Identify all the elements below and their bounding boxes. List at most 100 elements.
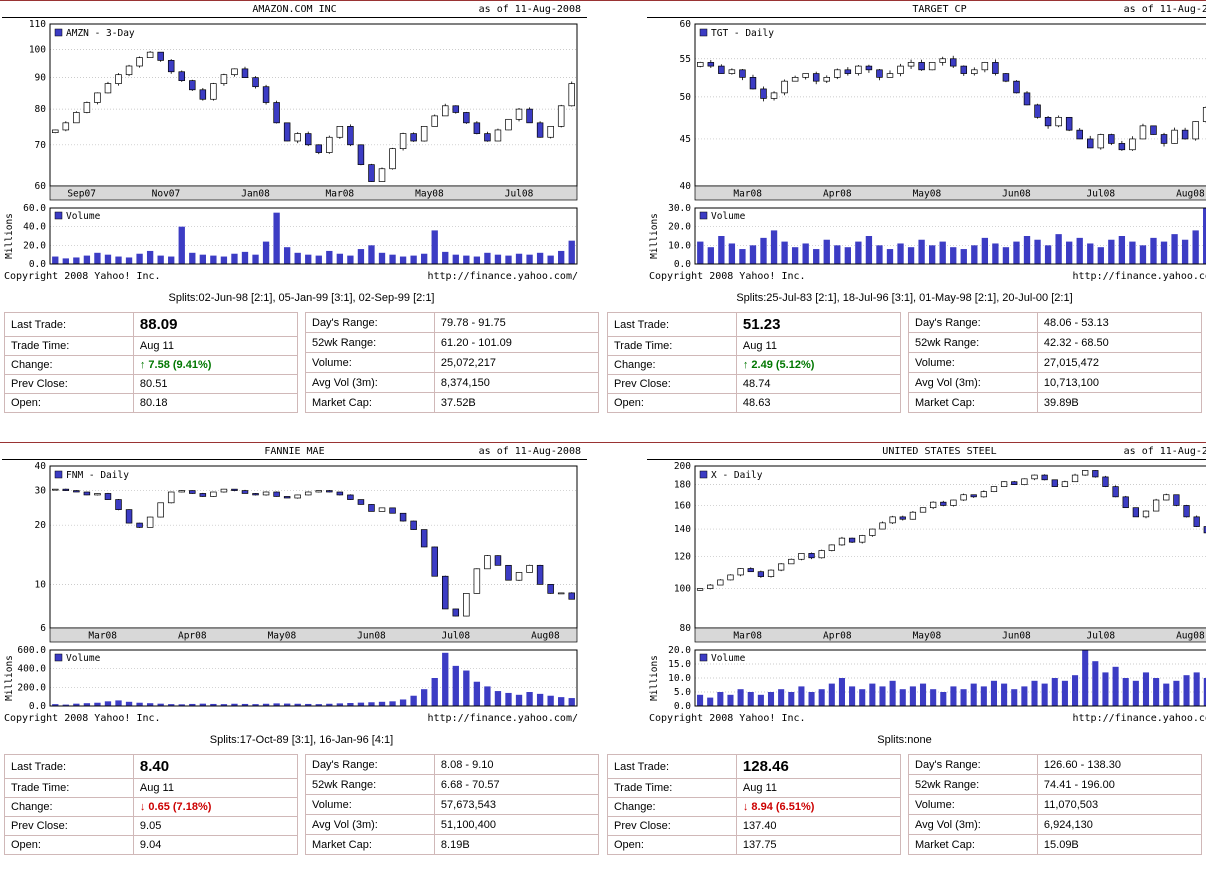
quote-row: 52wk Range: 74.41 - 196.00 <box>908 774 1203 795</box>
quote-label: Prev Close: <box>607 816 737 836</box>
quote-label: Market Cap: <box>305 392 435 413</box>
price-tick-label: 6 <box>40 623 46 634</box>
volume-bars <box>697 650 1206 706</box>
millions-axis-label: Millions <box>649 655 660 701</box>
quote-value: Aug 11 <box>132 336 299 356</box>
volume-tick-label: 0.0 <box>29 701 46 712</box>
volume-tick-label: 0.0 <box>674 701 691 712</box>
chart-source-url: http://finance.yahoo.com/ <box>427 713 578 724</box>
x-tick-label: Mar08 <box>88 631 117 642</box>
chart-title: TARGET CP <box>912 4 967 15</box>
stock-panel-fnm: FANNIE MAE as of 11-Aug-2008 40 30 20 10 6 FN… <box>0 443 603 884</box>
volume-plot-border <box>49 207 578 265</box>
quote-value: 61.20 - 101.09 <box>433 332 600 353</box>
volume-tick-label: 20.0 <box>668 645 691 656</box>
x-axis-band <box>49 185 578 201</box>
chart-as-of-date: as of 11-Aug-2008 <box>1123 4 1206 15</box>
up-arrow-icon: ↑ <box>742 359 749 371</box>
quote-value: 51.23 <box>735 312 902 337</box>
price-tick-label: 40 <box>680 181 692 192</box>
price-tick-label: 10 <box>35 579 47 590</box>
quote-label: Trade Time: <box>607 336 737 356</box>
volume-bars <box>697 208 1206 264</box>
quote-row: Trade Time: Aug 11 <box>4 336 299 356</box>
quote-value: 6,924,130 <box>1036 814 1203 835</box>
quote-row: Volume: 27,015,472 <box>908 352 1203 373</box>
quote-tables: Last Trade: 8.40 Trade Time: Aug 11 Change: ↓… <box>0 754 603 855</box>
splits-note: Splits:17-Oct-89 [3:1], 16-Jan-96 [4:1] <box>209 734 394 746</box>
volume-tick-label: 0.0 <box>29 259 46 270</box>
chart-image-x: UNITED STATES STEEL as of 11-Aug-2008 20… <box>603 443 1206 724</box>
quote-label: Change: <box>4 355 134 375</box>
quote-table-right: Day's Range: 48.06 - 53.13 52wk Range: 42.3… <box>908 312 1203 413</box>
chart-image-amzn: AMAZON.COM INC as of 11-Aug-2008 110 100 9… <box>0 1 603 282</box>
quote-label: Avg Vol (3m): <box>908 372 1038 393</box>
millions-axis-label: Millions <box>649 213 660 259</box>
quote-label: Avg Vol (3m): <box>305 814 435 835</box>
price-legend-label: TGT - Daily <box>711 28 774 39</box>
quote-label: Avg Vol (3m): <box>908 814 1038 835</box>
quote-row: Day's Range: 79.78 - 91.75 <box>305 312 600 333</box>
quote-value: 80.51 <box>132 374 299 394</box>
quote-table-left: Last Trade: 51.23 Trade Time: Aug 11 Change:… <box>607 312 902 413</box>
chart-copyright: Copyright 2008 Yahoo! Inc. <box>4 713 161 724</box>
stock-panel-amzn: AMAZON.COM INC as of 11-Aug-2008 110 100 9… <box>0 1 603 442</box>
quote-row: Prev Close: 80.51 <box>4 374 299 394</box>
quote-value: ↓ 8.94 (6.51%) <box>735 797 902 817</box>
quote-label: 52wk Range: <box>908 332 1038 353</box>
volume-bars <box>52 652 575 706</box>
quote-row: Prev Close: 137.40 <box>607 816 902 836</box>
price-legend-label: X - Daily <box>711 470 763 481</box>
x-tick-label: Apr08 <box>823 189 852 200</box>
quote-value: 42.32 - 68.50 <box>1036 332 1203 353</box>
x-tick-label: Mar08 <box>733 189 762 200</box>
quote-label: Last Trade: <box>4 754 134 779</box>
splits-note: Splits:02-Jun-98 [2:1], 05-Jan-99 [3:1],… <box>168 292 435 304</box>
up-arrow-icon: ↑ <box>139 359 146 371</box>
chart-footer: Copyright 2008 Yahoo! Inc. http://financ… <box>2 712 582 724</box>
quote-label: Change: <box>4 797 134 817</box>
quote-row: Market Cap: 15.09B <box>908 834 1203 855</box>
x-tick-label: Jun08 <box>357 631 386 642</box>
chart-footer: Copyright 2008 Yahoo! Inc. http://financ… <box>2 270 582 282</box>
quote-row: Day's Range: 126.60 - 138.30 <box>908 754 1203 775</box>
chart-footer: Copyright 2008 Yahoo! Inc. http://financ… <box>647 270 1206 282</box>
quote-value: 48.74 <box>735 374 902 394</box>
quote-label: Last Trade: <box>607 754 737 779</box>
quote-value: Aug 11 <box>132 778 299 798</box>
price-plot-border <box>49 23 578 187</box>
quote-row: Change: ↑ 2.49 (5.12%) <box>607 355 902 375</box>
quote-label: Trade Time: <box>607 778 737 798</box>
quote-value: 137.40 <box>735 816 902 836</box>
quote-label: Prev Close: <box>4 374 134 394</box>
candlestick-volume-chart: 40 30 20 10 6 FNM - Daily Mar08 Apr08 May08 Jun08… <box>2 460 587 712</box>
candlestick-volume-chart: 60 55 50 45 40 TGT - Daily Mar08 Apr08 May08 Jun0… <box>647 18 1206 270</box>
price-tick-label: 180 <box>674 480 691 491</box>
x-tick-label: Jul08 <box>441 631 470 642</box>
quote-value: 126.60 - 138.30 <box>1036 754 1203 775</box>
quote-value: 11,070,503 <box>1036 794 1203 815</box>
price-tick-label: 50 <box>680 92 692 103</box>
price-tick-label: 60 <box>35 181 47 192</box>
volume-legend-label: Volume <box>66 653 101 664</box>
quote-value: 79.78 - 91.75 <box>433 312 600 333</box>
candles <box>696 470 1206 591</box>
volume-plot-border <box>49 649 578 707</box>
quote-row: Open: 80.18 <box>4 393 299 413</box>
bottom-half: FANNIE MAE as of 11-Aug-2008 40 30 20 10 6 FN… <box>0 442 1206 884</box>
volume-tick-label: 40.0 <box>23 222 46 233</box>
top-half: AMAZON.COM INC as of 11-Aug-2008 110 100 9… <box>0 0 1206 442</box>
price-tick-label: 20 <box>35 520 47 531</box>
quote-row: Market Cap: 8.19B <box>305 834 600 855</box>
quote-row: Last Trade: 8.40 <box>4 754 299 779</box>
quote-label: 52wk Range: <box>305 332 435 353</box>
volume-tick-label: 30.0 <box>668 203 691 214</box>
quote-label: Market Cap: <box>908 834 1038 855</box>
quote-value: 9.04 <box>132 835 299 855</box>
quote-row: Avg Vol (3m): 8,374,150 <box>305 372 600 393</box>
price-tick-label: 200 <box>674 461 691 472</box>
quote-label: Volume: <box>305 352 435 373</box>
price-legend-swatch <box>54 28 63 37</box>
quote-row: Last Trade: 88.09 <box>4 312 299 337</box>
volume-legend-label: Volume <box>711 653 746 664</box>
